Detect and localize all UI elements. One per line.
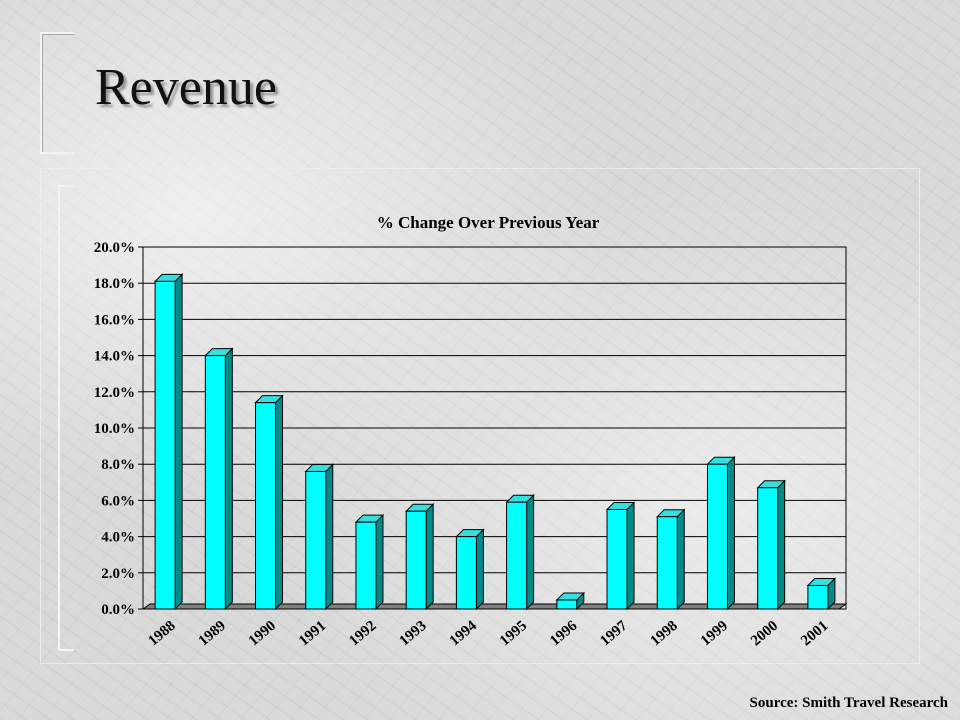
bar-side: [676, 508, 685, 611]
x-tick-label: 1989: [196, 618, 229, 650]
x-tick-label: 1993: [396, 618, 429, 650]
bar-front: [656, 516, 678, 610]
chart-title: % Change Over Previous Year: [377, 213, 600, 232]
x-tick-label: 1992: [346, 618, 379, 650]
bar-front: [204, 355, 226, 610]
y-tick-label: 4.0%: [101, 530, 135, 546]
y-tick-label: 6.0%: [101, 493, 135, 509]
slide-title: Revenue: [95, 59, 277, 116]
bar-front: [606, 508, 628, 610]
y-tick-label: 10.0%: [94, 421, 135, 437]
bar-front: [807, 584, 829, 610]
x-tick-label: 1994: [447, 617, 481, 649]
y-tick-label: 0.0%: [101, 602, 135, 618]
bar-1994: [455, 528, 485, 611]
x-tick-label: 2001: [798, 618, 831, 650]
y-tick-label: 16.0%: [94, 312, 135, 328]
bar-front: [706, 463, 728, 610]
chart-frame: [40, 168, 920, 664]
x-tick-label: 1998: [648, 618, 681, 650]
bar-side: [224, 347, 233, 611]
bar-1992: [354, 513, 385, 611]
bar-front: [506, 501, 528, 610]
bars: [153, 273, 837, 611]
bar-front: [305, 470, 327, 610]
x-tick-label: 1991: [296, 618, 329, 650]
gridlines: [142, 246, 847, 610]
title-bracket-decoration: [40, 32, 74, 154]
bar-1989: [204, 347, 234, 611]
source-note: Source: Smith Travel Research: [749, 695, 948, 711]
bar-1993: [404, 503, 435, 611]
bar-front: [255, 402, 277, 610]
y-axis-ticks: 0.0% 2.0% 4.0% 6.0% 8.0% 10.0% 12.0% 14.0% 16.0%…: [94, 240, 143, 618]
bar-side: [626, 501, 635, 611]
x-axis-ticks: 1988 1989 1990 1991 1992 1993 1994 1995 1996 1997…: [145, 617, 831, 649]
chart-floor: [141, 603, 848, 610]
bar-front: [455, 536, 477, 610]
bar-side: [375, 513, 384, 611]
bar-side: [325, 463, 334, 611]
x-tick-label: 1996: [547, 617, 581, 649]
bar-side: [174, 273, 183, 611]
bar-1991: [304, 463, 334, 611]
bar-side: [425, 503, 434, 611]
y-tick-label: 2.0%: [101, 566, 135, 582]
bar-2000: [756, 479, 786, 611]
bar-front: [405, 510, 427, 610]
x-tick-label: 1990: [246, 618, 279, 650]
y-tick-label: 14.0%: [94, 349, 135, 365]
y-tick-label: 18.0%: [94, 276, 135, 292]
bar-1990: [254, 394, 284, 611]
bar-1988: [153, 273, 184, 611]
x-tick-label: 1988: [145, 618, 178, 650]
bar-1995: [505, 494, 535, 611]
floor-surface: [141, 603, 848, 610]
x-tick-label: 1999: [698, 618, 731, 650]
bar-front: [154, 280, 176, 610]
x-tick-label: 2000: [748, 618, 781, 650]
y-tick-label: 12.0%: [94, 385, 135, 401]
bar-side: [726, 455, 735, 611]
bar-side: [777, 479, 786, 611]
bar-side: [475, 528, 484, 611]
x-tick-label: 1997: [597, 617, 631, 649]
bar-1996: [555, 591, 586, 611]
bar-1999: [706, 455, 736, 611]
bar-side: [526, 494, 535, 611]
y-tick-label: 8.0%: [101, 457, 135, 473]
bar-front: [757, 487, 779, 610]
bar-1997: [605, 501, 636, 611]
x-tick-label: 1995: [497, 618, 530, 650]
bar-side: [275, 394, 284, 611]
bar-front: [355, 521, 377, 610]
bar-2001: [806, 577, 837, 611]
bar-front: [556, 599, 578, 610]
chart-bracket-decoration: [58, 185, 74, 651]
bar-1998: [656, 508, 686, 611]
y-tick-label: 20.0%: [94, 240, 135, 256]
